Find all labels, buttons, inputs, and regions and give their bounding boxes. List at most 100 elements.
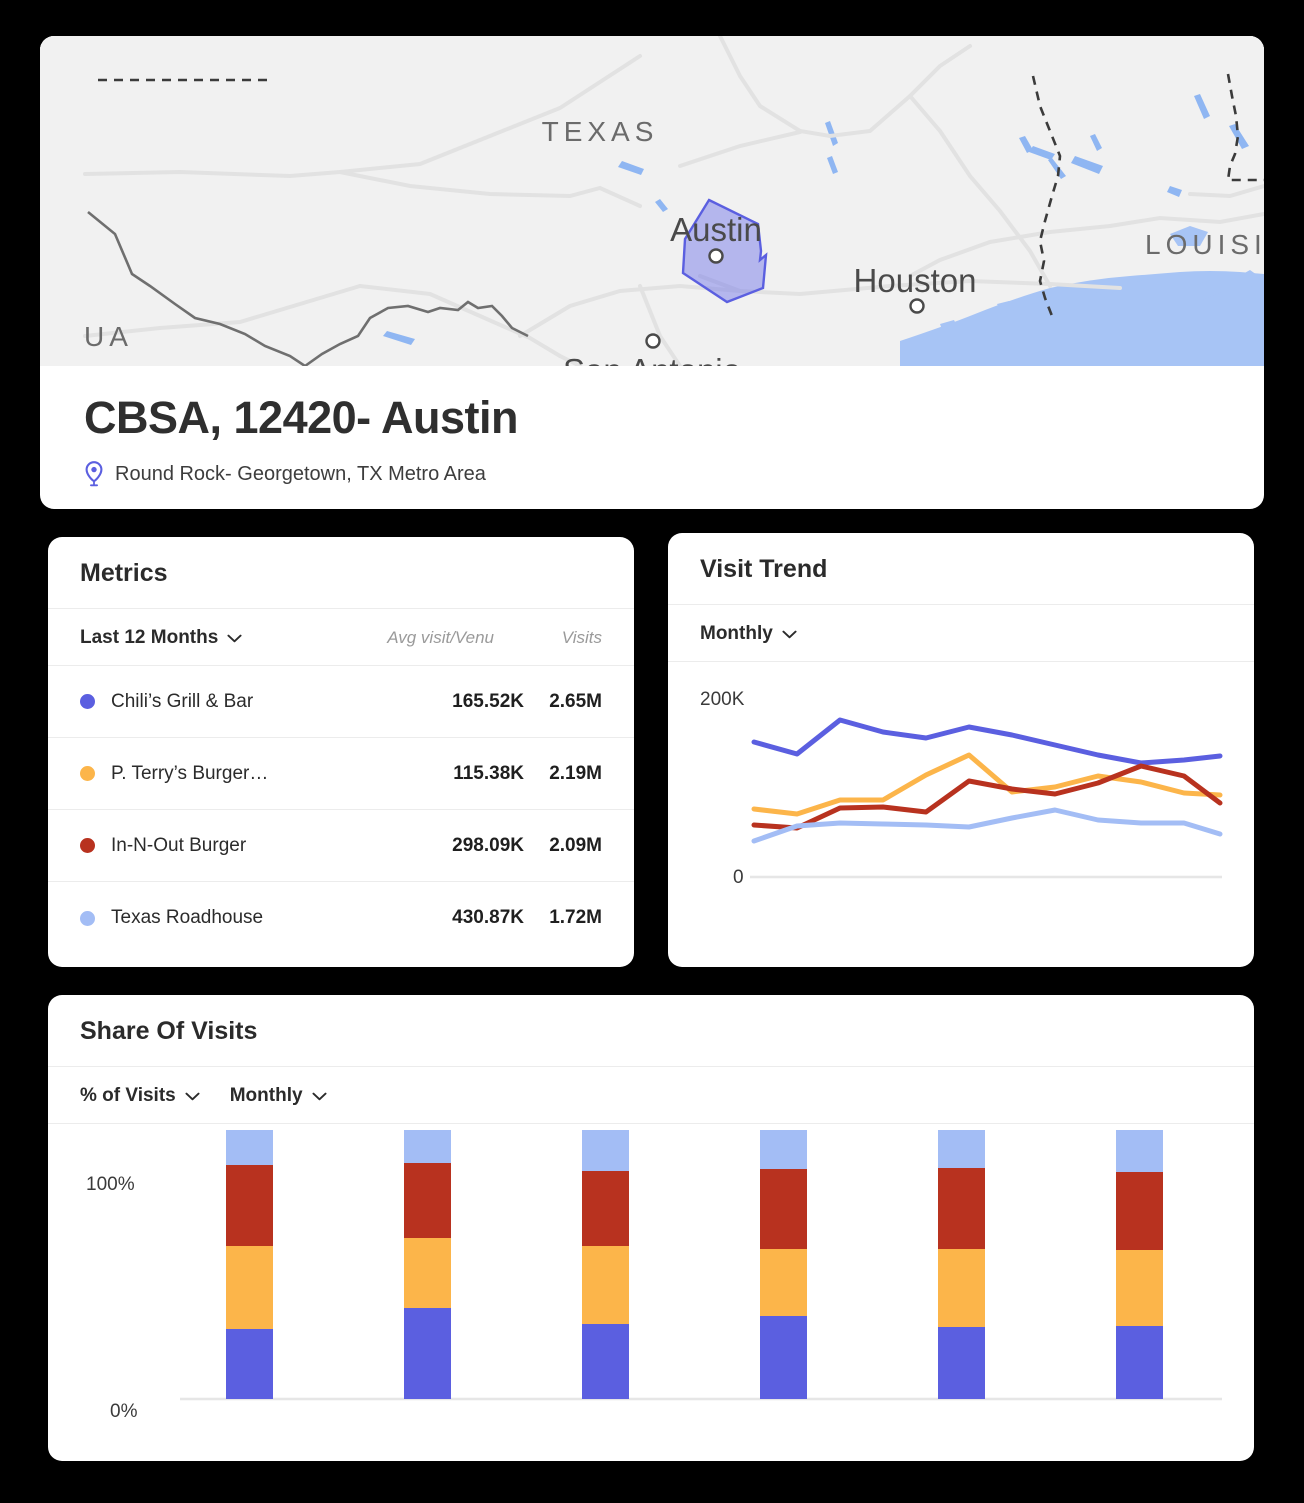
map-water-gulf <box>900 271 1264 366</box>
column-header-visits: Visits <box>561 628 602 647</box>
venue-name: In-N-Out Burger <box>111 834 247 856</box>
page-title: CBSA, 12420- Austin <box>84 392 518 443</box>
venue-name: Texas Roadhouse <box>111 907 264 928</box>
table-row[interactable]: Chili’s Grill & Bar 165.52K 2.65M <box>48 666 634 738</box>
map-water-river-12 <box>1048 158 1066 179</box>
metrics-header: Metrics <box>48 537 634 609</box>
metrics-card: Metrics Last 12 Months Avg visit/Venu Vi… <box>48 537 634 967</box>
map-water-bay <box>1170 226 1208 246</box>
map-city-dot-san-antonio <box>645 333 661 349</box>
stacked-bar[interactable] <box>938 1130 985 1399</box>
bar-segment-texas-roadhouse <box>1116 1130 1163 1172</box>
map-water-river-3 <box>1019 136 1033 153</box>
visits-value: 2.19M <box>549 762 602 784</box>
bar-segment-innout <box>938 1168 985 1249</box>
metric-dropdown-label: % of Visits <box>80 1085 176 1106</box>
bar-segment-texas-roadhouse <box>760 1130 807 1169</box>
map-water-river-5 <box>1167 186 1182 197</box>
map-label-chihuahua: UA <box>84 321 133 352</box>
share-granularity-dropdown-label: Monthly <box>229 1085 303 1106</box>
stacked-bar[interactable] <box>404 1130 451 1399</box>
bar-segment-texas-roadhouse <box>582 1130 629 1171</box>
visits-value: 2.09M <box>549 834 602 856</box>
map-pin-icon <box>85 461 103 487</box>
line-series-chilis <box>751 717 1223 766</box>
bar-segment-texas-roadhouse <box>226 1130 273 1165</box>
share-granularity-dropdown[interactable]: Monthly <box>230 1085 327 1107</box>
bar-segment-innout <box>582 1171 629 1246</box>
map-cbsa-polygon[interactable] <box>681 198 768 304</box>
share-of-visits-chart[interactable]: 100% 0% <box>48 1124 1254 1434</box>
bar-segment-chilis <box>404 1308 451 1399</box>
venue-name: P. Terry’s Burger… <box>111 762 269 784</box>
table-row[interactable]: P. Terry’s Burger… 115.38K 2.19M <box>48 738 634 810</box>
stacked-bar[interactable] <box>582 1130 629 1399</box>
map-water-coast-3 <box>1188 280 1222 300</box>
bar-segment-texas-roadhouse <box>404 1130 451 1163</box>
visit-trend-chart[interactable]: 200K 0 <box>668 662 1254 916</box>
map-label-texas: TEXAS <box>542 116 659 147</box>
map-city-dot-austin <box>708 248 724 264</box>
stacked-bar[interactable] <box>760 1130 807 1399</box>
avg-visit-value: 115.38K <box>453 762 524 784</box>
series-color-dot <box>80 766 95 781</box>
location-subtitle: Round Rock- Georgetown, TX Metro Area <box>115 462 486 485</box>
chevron-down-icon <box>782 630 797 638</box>
share-of-visits-title: Share Of Visits <box>80 1017 258 1045</box>
bar-segment-texas-roadhouse <box>938 1130 985 1168</box>
chevron-down-icon <box>185 1092 200 1100</box>
share-of-visits-toolbar: % of Visits Monthly <box>48 1067 1254 1124</box>
y-axis-tick-top: 100% <box>86 1174 135 1195</box>
granularity-dropdown-label: Monthly <box>700 623 773 644</box>
share-of-visits-header: Share Of Visits <box>48 995 1254 1067</box>
visit-trend-plot-area <box>750 717 1223 879</box>
visit-trend-header: Visit Trend <box>668 533 1254 605</box>
avg-visit-value: 298.09K <box>452 834 524 856</box>
map-water-coast-5 <box>1223 300 1249 316</box>
period-dropdown[interactable]: Last 12 Months <box>80 627 242 649</box>
visits-value: 2.65M <box>549 690 602 712</box>
bar-segment-chilis <box>938 1327 985 1399</box>
share-of-visits-card: Share Of Visits % of Visits Monthly 100%… <box>48 995 1254 1461</box>
bar-segment-pterrys <box>760 1249 807 1316</box>
table-row[interactable]: In-N-Out Burger 298.09K 2.09M <box>48 810 634 882</box>
map-border-mexico <box>87 210 306 366</box>
bar-segment-chilis <box>226 1329 273 1399</box>
visit-trend-title: Visit Trend <box>700 555 828 583</box>
map-border-dashed <box>98 73 1264 317</box>
map-water-river-7 <box>1194 94 1210 119</box>
map-water-river-4 <box>1229 124 1249 149</box>
map-water-coast-8 <box>940 320 959 335</box>
bar-segment-pterrys <box>1116 1250 1163 1326</box>
table-row[interactable]: Texas Roadhouse 430.87K 1.72M <box>48 882 634 954</box>
location-subtitle-row: Round Rock- Georgetown, TX Metro Area <box>84 461 1220 487</box>
y-axis-tick-zero: 0 <box>733 867 744 888</box>
bar-segment-pterrys <box>582 1246 629 1324</box>
map-roads <box>83 36 1264 366</box>
line-series-innout <box>751 763 1223 831</box>
visit-trend-toolbar: Monthly <box>668 605 1254 662</box>
metrics-title: Metrics <box>80 559 168 587</box>
visit-trend-card: Visit Trend Monthly 200K 0 <box>668 533 1254 967</box>
map-water-river-11 <box>1029 146 1055 160</box>
stacked-bar[interactable] <box>226 1130 273 1399</box>
avg-visit-value: 430.87K <box>452 907 524 928</box>
map-water-river-6 <box>1090 134 1102 151</box>
map-label-san-antonio: San Antonio <box>563 352 741 366</box>
visits-value: 1.72M <box>549 907 602 928</box>
bar-segment-innout <box>404 1163 451 1238</box>
metric-dropdown[interactable]: % of Visits <box>80 1085 200 1107</box>
y-axis-tick-zero: 0% <box>110 1401 138 1422</box>
metrics-table: Chili’s Grill & Bar 165.52K 2.65M P. Ter… <box>48 666 634 954</box>
map-water-river-1 <box>825 121 838 146</box>
map-city-dot-houston <box>909 298 925 314</box>
granularity-dropdown[interactable]: Monthly <box>700 623 797 645</box>
stacked-bar[interactable] <box>1116 1130 1163 1399</box>
map-canvas: TEXAS Austin Houston San Antonio LOUISIA… <box>40 36 1264 366</box>
line-series-pterrys <box>751 752 1223 817</box>
metrics-toolbar: Last 12 Months Avg visit/Venu Visits <box>48 609 634 666</box>
bar-segment-chilis <box>760 1316 807 1399</box>
share-of-visits-plot-area <box>180 1130 1222 1401</box>
map-view[interactable]: TEXAS Austin Houston San Antonio LOUISIA… <box>40 36 1264 366</box>
map-label-austin: Austin <box>670 211 762 248</box>
